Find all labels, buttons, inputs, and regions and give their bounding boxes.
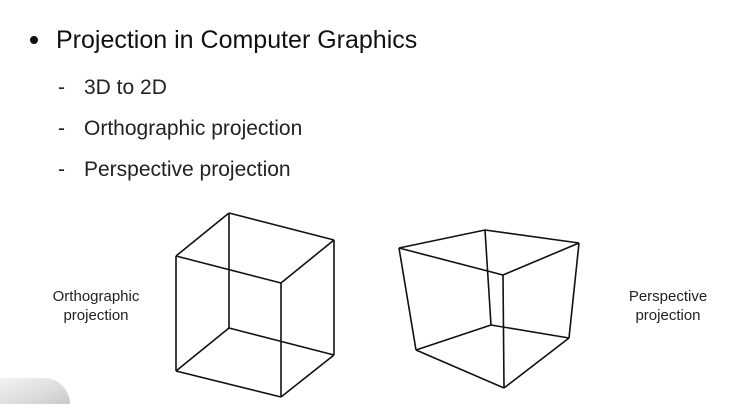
sub-bullet-dash: - xyxy=(58,75,65,99)
main-bullet-text: Projection in Computer Graphics xyxy=(56,26,418,54)
main-bullet: Projection in Computer Graphics xyxy=(30,24,417,56)
perspective-caption-line1: Perspective xyxy=(628,288,708,305)
orthographic-caption: Orthographic projection xyxy=(40,287,152,325)
perspective-caption: Perspective projection xyxy=(612,287,724,325)
orthographic-cube-figure xyxy=(175,212,335,398)
corner-shadow-decoration xyxy=(0,378,70,404)
sub-bullet-text: Perspective projection xyxy=(84,157,291,181)
sub-bullet-3d-to-2d: - 3D to 2D xyxy=(58,67,302,108)
orthographic-caption-line1: Orthographic xyxy=(52,288,140,305)
sub-bullet-dash: - xyxy=(58,116,65,140)
sub-bullet-text: Orthographic projection xyxy=(84,116,303,140)
sub-bullet-perspective: - Perspective projection xyxy=(58,149,302,190)
perspective-cube-figure xyxy=(398,229,580,389)
sub-bullet-list: - 3D to 2D - Orthographic projection - P… xyxy=(58,67,302,190)
bullet-dot-icon xyxy=(30,36,38,44)
sub-bullet-orthographic: - Orthographic projection xyxy=(58,108,302,149)
sub-bullet-text: 3D to 2D xyxy=(84,75,167,99)
sub-bullet-dash: - xyxy=(58,157,65,181)
orthographic-caption-line2: projection xyxy=(63,307,129,324)
perspective-caption-line2: projection xyxy=(635,307,701,324)
